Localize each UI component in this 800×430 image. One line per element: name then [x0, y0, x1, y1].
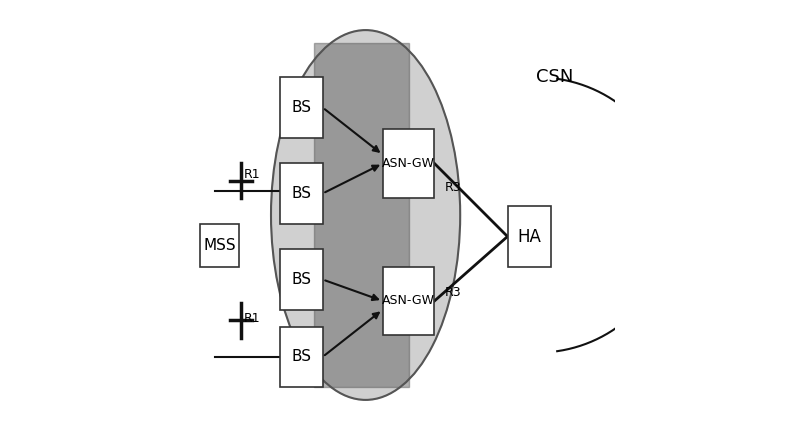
- FancyBboxPatch shape: [280, 163, 322, 224]
- Text: HA: HA: [517, 227, 541, 246]
- Text: R3: R3: [445, 181, 462, 194]
- Text: MSS: MSS: [203, 238, 236, 252]
- FancyBboxPatch shape: [280, 77, 322, 138]
- Ellipse shape: [271, 30, 460, 400]
- FancyBboxPatch shape: [383, 267, 434, 335]
- Text: R3: R3: [445, 286, 462, 299]
- Text: ASN-GW: ASN-GW: [382, 157, 435, 170]
- FancyBboxPatch shape: [280, 249, 322, 310]
- Text: BS: BS: [291, 350, 311, 364]
- Text: CSN: CSN: [536, 68, 574, 86]
- Text: R1: R1: [243, 312, 260, 325]
- FancyBboxPatch shape: [507, 206, 550, 267]
- FancyBboxPatch shape: [280, 327, 322, 387]
- Text: BS: BS: [291, 100, 311, 115]
- FancyBboxPatch shape: [383, 129, 434, 198]
- Text: ASN-GW: ASN-GW: [382, 295, 435, 307]
- Text: R1: R1: [243, 168, 260, 181]
- Text: BS: BS: [291, 186, 311, 201]
- Text: BS: BS: [291, 272, 311, 287]
- FancyBboxPatch shape: [314, 43, 409, 387]
- FancyBboxPatch shape: [200, 224, 238, 267]
